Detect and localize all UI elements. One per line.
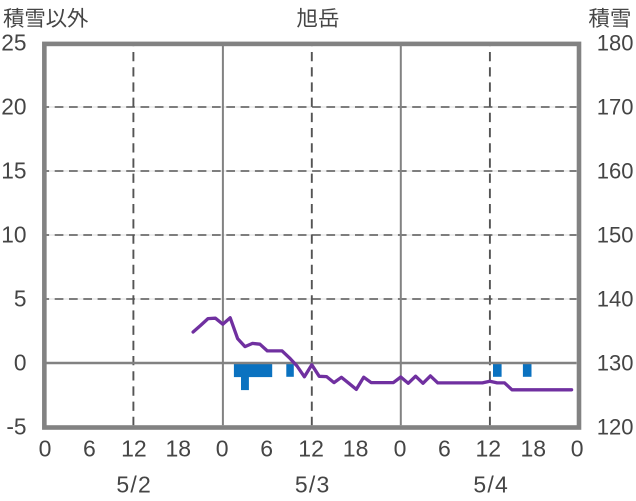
svg-text:12: 12 — [476, 436, 502, 462]
svg-text:18: 18 — [166, 436, 192, 462]
svg-text:6: 6 — [438, 436, 451, 462]
svg-text:5/2: 5/2 — [116, 472, 152, 498]
svg-text:12: 12 — [298, 436, 324, 462]
svg-text:150: 150 — [597, 223, 634, 248]
svg-text:130: 130 — [597, 351, 634, 376]
svg-text:140: 140 — [597, 287, 634, 312]
svg-text:6: 6 — [260, 436, 273, 462]
svg-text:18: 18 — [343, 436, 369, 462]
svg-text:160: 160 — [597, 159, 634, 184]
svg-text:15: 15 — [1, 158, 26, 184]
svg-text:180: 180 — [597, 31, 634, 56]
svg-text:20: 20 — [1, 94, 26, 120]
svg-text:18: 18 — [521, 436, 547, 462]
svg-text:5/3: 5/3 — [295, 472, 331, 498]
svg-text:0: 0 — [571, 436, 584, 462]
svg-text:170: 170 — [597, 95, 634, 120]
svg-text:12: 12 — [121, 436, 147, 462]
svg-text:25: 25 — [1, 30, 26, 56]
svg-text:10: 10 — [1, 222, 26, 248]
svg-text:5/4: 5/4 — [473, 472, 509, 498]
svg-text:0: 0 — [216, 436, 229, 462]
svg-text:120: 120 — [597, 415, 634, 440]
svg-text:5: 5 — [14, 286, 27, 312]
svg-text:0: 0 — [394, 436, 407, 462]
svg-text:0: 0 — [39, 436, 52, 462]
svg-text:0: 0 — [14, 350, 27, 376]
svg-text:6: 6 — [83, 436, 96, 462]
svg-text:-5: -5 — [6, 414, 26, 440]
